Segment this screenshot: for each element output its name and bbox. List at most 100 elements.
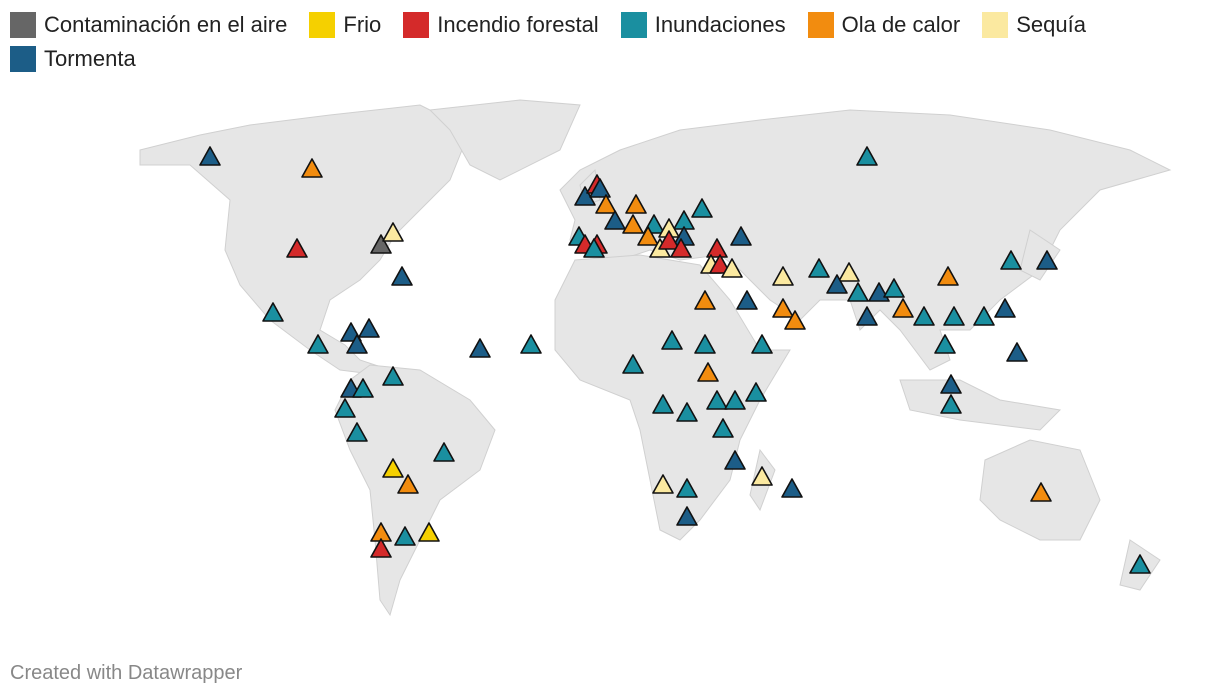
event-marker [973, 306, 995, 326]
event-marker [745, 382, 767, 402]
legend-item: Contaminación en el aire [10, 12, 287, 38]
north-america [139, 104, 471, 376]
event-marker [394, 526, 416, 546]
event-marker [637, 226, 659, 246]
event-marker [622, 354, 644, 374]
event-marker [940, 374, 962, 394]
event-marker [382, 458, 404, 478]
event-marker [370, 234, 392, 254]
event-marker [652, 474, 674, 494]
event-marker [724, 450, 746, 470]
event-marker [625, 194, 647, 214]
legend-swatch [10, 46, 36, 72]
event-marker [1006, 342, 1028, 362]
event-marker [751, 466, 773, 486]
event-marker [583, 238, 605, 258]
event-marker [706, 238, 728, 258]
event-marker [856, 306, 878, 326]
event-marker [1000, 250, 1022, 270]
legend: Contaminación en el aire Frio Incendio for… [10, 12, 1180, 72]
event-marker [937, 266, 959, 286]
event-marker [262, 302, 284, 322]
event-marker [772, 266, 794, 286]
event-marker [913, 306, 935, 326]
event-marker [691, 198, 713, 218]
event-marker [694, 290, 716, 310]
event-marker [781, 478, 803, 498]
event-marker [730, 226, 752, 246]
legend-swatch [403, 12, 430, 38]
event-marker [892, 298, 914, 318]
event-marker [808, 258, 830, 278]
legend-swatch [10, 12, 36, 38]
event-marker [301, 158, 323, 178]
event-marker [724, 390, 746, 410]
event-marker [676, 506, 698, 526]
event-marker [670, 238, 692, 258]
event-marker [838, 262, 860, 282]
legend-item: Tormenta [10, 46, 136, 72]
event-marker [934, 334, 956, 354]
legend-swatch [982, 12, 1009, 38]
event-marker [883, 278, 905, 298]
event-marker [1036, 250, 1058, 270]
event-marker [370, 538, 392, 558]
event-marker [736, 290, 758, 310]
legend-item: Frio [309, 12, 381, 38]
event-marker [520, 334, 542, 354]
legend-label: Inundaciones [654, 12, 786, 37]
event-marker [352, 378, 374, 398]
markers [199, 146, 1151, 574]
event-marker [595, 194, 617, 214]
event-marker [1030, 482, 1052, 502]
legend-label: Sequía [1016, 12, 1086, 37]
legend-swatch [620, 12, 647, 38]
event-marker [346, 422, 368, 442]
event-marker [676, 402, 698, 422]
greenland [428, 99, 581, 181]
footer: Created with Datawrapper [10, 662, 243, 684]
event-marker [382, 366, 404, 386]
event-marker [286, 238, 308, 258]
event-marker [994, 298, 1016, 318]
legend-swatch [807, 12, 834, 38]
event-marker [652, 394, 674, 414]
legend-item: Sequía [982, 12, 1086, 38]
event-marker [658, 230, 680, 250]
event-marker [721, 258, 743, 278]
event-marker [589, 178, 611, 198]
event-marker [418, 522, 440, 542]
event-marker [694, 334, 716, 354]
event-marker [391, 266, 413, 286]
event-marker [706, 390, 728, 410]
event-marker [772, 298, 794, 318]
event-marker [940, 394, 962, 414]
event-marker [382, 222, 404, 242]
legend-item: Incendio forestal [403, 12, 599, 38]
legend-label: Frio [343, 12, 382, 37]
legend-label: Incendio forestal [437, 12, 599, 37]
event-marker [334, 398, 356, 418]
event-marker [943, 306, 965, 326]
legend-item: Ola de calor [807, 12, 961, 38]
japan [1019, 229, 1061, 281]
event-marker [709, 254, 731, 274]
legend-label: Ola de calor [841, 12, 961, 37]
event-marker [676, 478, 698, 498]
event-marker [469, 338, 491, 358]
event-marker [661, 330, 683, 350]
legend-swatch [309, 12, 336, 38]
event-marker [751, 334, 773, 354]
event-marker [697, 362, 719, 382]
event-marker [604, 210, 626, 230]
event-marker [847, 282, 869, 302]
event-marker [433, 442, 455, 462]
legend-label: Tormenta [44, 46, 136, 71]
event-marker [856, 146, 878, 166]
legend-item: Inundaciones [620, 12, 786, 38]
event-marker [1129, 554, 1151, 574]
event-marker [622, 214, 644, 234]
event-marker [358, 318, 380, 338]
event-marker [826, 274, 848, 294]
